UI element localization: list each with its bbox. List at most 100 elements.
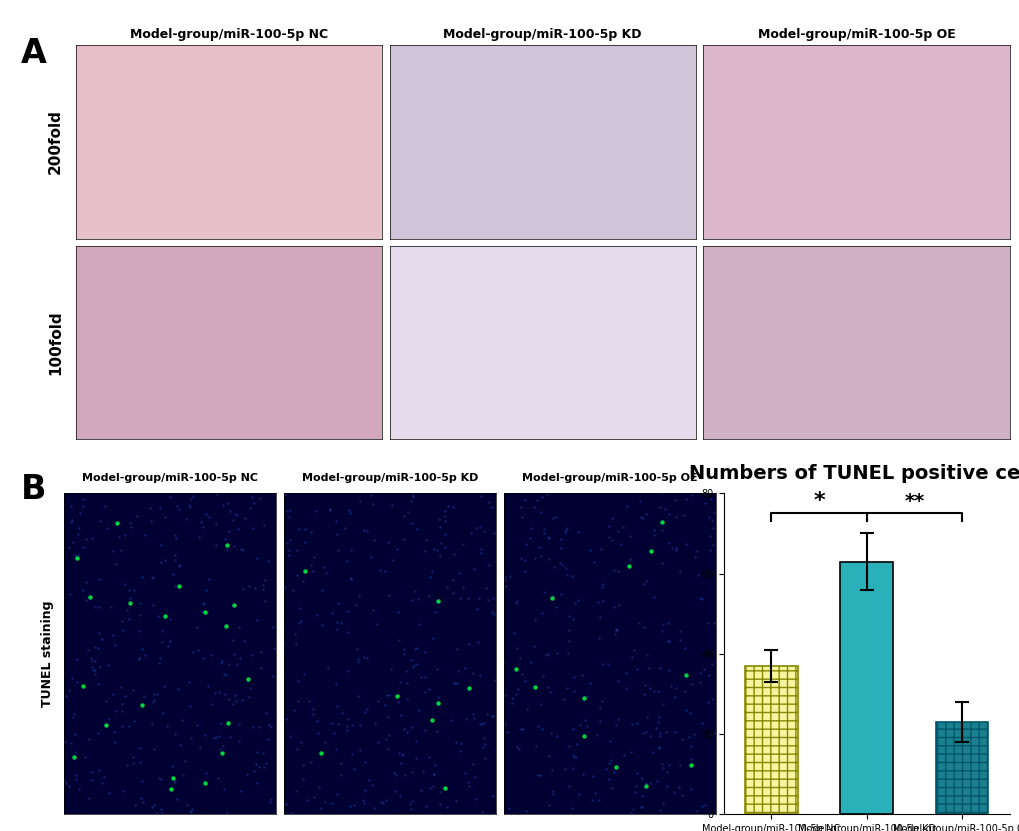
Point: [393, 747, 410, 760]
Point: [386, 766, 403, 779]
Point: [623, 650, 639, 663]
Point: [379, 711, 395, 724]
Point: [638, 711, 654, 724]
Point: [517, 564, 533, 578]
Point: [98, 718, 114, 731]
Point: [704, 521, 720, 534]
Point: [296, 667, 312, 681]
Point: [92, 514, 108, 527]
Point: [607, 622, 624, 635]
Point: [280, 511, 297, 524]
Point: [156, 510, 172, 524]
Point: [445, 548, 462, 561]
Point: [560, 779, 577, 793]
Point: [91, 573, 107, 586]
Point: [701, 543, 717, 556]
Point: [702, 492, 718, 505]
Point: [193, 516, 209, 529]
Point: [660, 758, 677, 771]
Point: [328, 514, 344, 528]
Point: [256, 518, 272, 531]
Point: [483, 500, 499, 514]
Point: [513, 552, 529, 565]
Point: [513, 500, 529, 514]
Point: [116, 578, 132, 591]
Point: [220, 716, 236, 730]
Point: [94, 632, 110, 646]
Point: [195, 651, 211, 664]
Point: [339, 712, 356, 725]
Point: [542, 726, 558, 740]
Point: [255, 583, 271, 596]
Point: [485, 709, 501, 722]
Point: [275, 637, 291, 651]
Point: [208, 538, 224, 552]
Point: [665, 785, 682, 799]
Point: [226, 598, 243, 612]
Point: [540, 553, 556, 566]
Point: [87, 655, 103, 668]
Point: [691, 591, 707, 604]
Point: [618, 666, 634, 679]
Point: [472, 520, 488, 534]
Point: [246, 765, 262, 778]
Point: [451, 745, 468, 758]
Point: [591, 610, 607, 623]
Point: [547, 600, 564, 613]
Point: [151, 656, 167, 670]
Point: [279, 537, 296, 550]
Point: [374, 797, 390, 810]
Point: [63, 515, 79, 529]
Point: [496, 718, 513, 731]
Point: [224, 634, 240, 647]
Point: [574, 669, 590, 682]
Point: [543, 591, 559, 604]
Point: [405, 489, 421, 502]
Point: [281, 543, 298, 557]
Point: [591, 715, 607, 728]
Point: [341, 506, 358, 519]
Point: [523, 656, 539, 669]
Point: [634, 511, 650, 524]
Point: [464, 666, 480, 680]
Point: [320, 661, 336, 675]
Point: [234, 543, 251, 557]
Text: Model-group/miR-100-5p KD: Model-group/miR-100-5p KD: [443, 28, 641, 41]
Point: [575, 691, 591, 705]
Point: [277, 797, 293, 810]
Point: [460, 592, 476, 605]
Point: [153, 538, 169, 551]
Point: [513, 722, 529, 735]
Point: [239, 672, 256, 686]
Point: [246, 496, 262, 509]
Point: [610, 599, 627, 612]
Point: [432, 536, 448, 549]
Point: [314, 583, 330, 597]
Point: [503, 697, 520, 711]
Point: [601, 735, 618, 748]
Point: [457, 661, 473, 675]
Point: [252, 491, 268, 504]
Point: [575, 730, 591, 743]
Point: [480, 558, 496, 572]
Point: [444, 573, 461, 587]
Point: [484, 591, 500, 604]
Point: [231, 651, 248, 664]
Point: [442, 713, 459, 726]
Point: [146, 687, 162, 701]
Point: [607, 623, 624, 637]
Point: [683, 678, 699, 691]
Point: [641, 681, 657, 694]
Point: [150, 609, 166, 622]
Point: [526, 552, 542, 565]
Point: [544, 512, 560, 525]
Point: [142, 501, 158, 514]
Point: [703, 513, 719, 526]
Point: [588, 728, 604, 741]
Point: [437, 509, 453, 522]
Point: [281, 534, 298, 547]
Point: [61, 779, 77, 793]
Point: [149, 806, 165, 819]
Point: [177, 755, 194, 768]
Point: [339, 605, 356, 618]
